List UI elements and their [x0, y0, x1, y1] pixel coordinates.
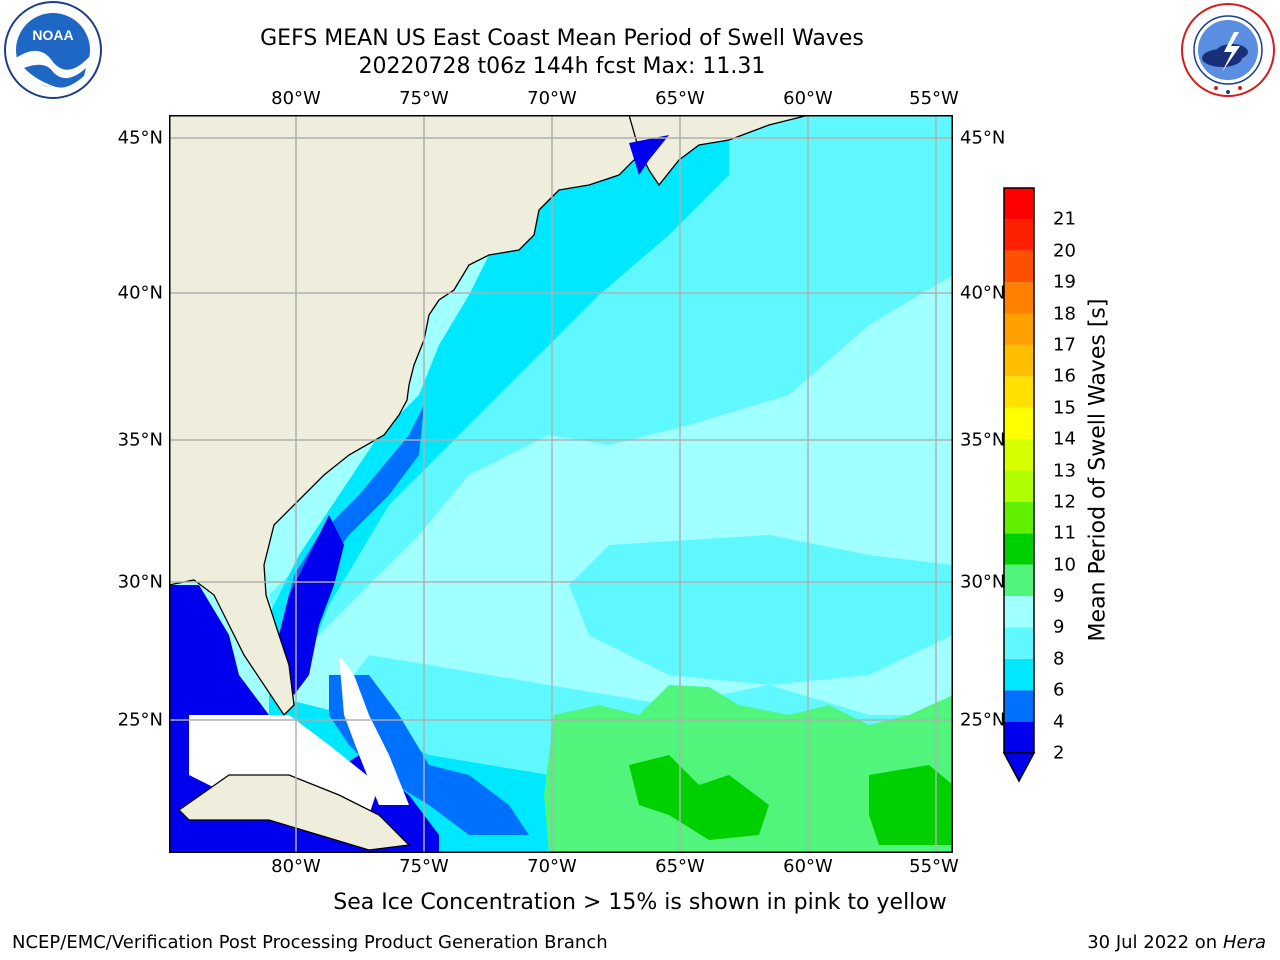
colorbar-cell: [1004, 250, 1034, 283]
colorbar-cells: [1004, 188, 1034, 753]
field-6-8s-north: [269, 115, 953, 675]
colorbar-cell: [1004, 596, 1034, 628]
lat-label-left: 45°N: [117, 127, 163, 149]
map-border: [169, 115, 953, 853]
colorbar-tick-label: 10: [1053, 554, 1076, 576]
lon-label-bottom: 65°W: [655, 856, 705, 877]
colorbar-tick-label: 19: [1053, 271, 1076, 293]
chart-subtitle: 20220728 t06z 144h fcst Max: 11.31: [358, 54, 766, 79]
colorbar-cell: [1004, 501, 1034, 534]
land-north-america: [169, 115, 671, 717]
lat-label-right: 25°N: [960, 709, 1006, 731]
colorbar-extend-arrow: [1002, 752, 1036, 783]
field-0-2s-fundy: [629, 135, 669, 175]
noaa-logo: NOAA: [4, 1, 102, 99]
colorbar-tick-label: 2: [1053, 742, 1065, 764]
footer-date-text: 30 Jul 2022 on: [1087, 932, 1223, 953]
field-6-8s-mid: [569, 535, 953, 685]
colorbar-tick-label: 4: [1053, 711, 1065, 733]
colorbar-cell: [1004, 658, 1034, 691]
colorbar-cell: [1004, 219, 1034, 251]
colorbar-tick-label: 18: [1053, 303, 1076, 325]
colorbar-cell: [1004, 721, 1034, 753]
colorbar-cell: [1004, 313, 1034, 345]
lon-label-top: 60°W: [783, 88, 833, 109]
lat-label-left: 25°N: [117, 709, 163, 731]
lon-label-top: 65°W: [655, 88, 705, 109]
colorbar-tick-label: 21: [1053, 208, 1076, 230]
colorbar-border: [1003, 187, 1035, 754]
chart-title: GEFS MEAN US East Coast Mean Period of S…: [260, 26, 864, 51]
colorbar-tick-label: 13: [1053, 460, 1076, 481]
colorbar-cell: [1004, 439, 1034, 471]
lon-label-bottom: 75°W: [399, 856, 449, 877]
lon-label-top: 80°W: [271, 88, 321, 109]
field-2-4s-bahamas: [329, 675, 529, 835]
lon-label-bottom: 80°W: [271, 856, 321, 877]
field-4-6s-coast: [269, 115, 729, 675]
field-10-11s-b: [869, 765, 953, 845]
colorbar-tick-label: 12: [1053, 491, 1076, 513]
lat-label-left: 35°N: [117, 429, 163, 451]
colorbar-cell: [1004, 282, 1034, 314]
colorbar-cell: [1004, 376, 1034, 408]
colorbar-cell: [1004, 533, 1034, 565]
lat-label-left: 40°N: [117, 282, 163, 304]
colorbar-tick-label: 14: [1053, 428, 1076, 450]
lon-label-top: 70°W: [527, 88, 577, 109]
lon-label-top: 75°W: [399, 88, 449, 109]
graticule: [169, 115, 953, 853]
colorbar-tick-label: 8: [1053, 648, 1065, 670]
colorbar-cell: [1004, 470, 1034, 502]
colorbar-cell: [1004, 627, 1034, 659]
colorbar-tick-label: 6: [1053, 679, 1065, 701]
colorbar-cell: [1004, 407, 1034, 440]
colorbar-cell: [1004, 690, 1034, 722]
colorbar-tick-label: 9: [1053, 616, 1065, 638]
noaa-logo-text: NOAA: [32, 27, 73, 43]
lon-label-bottom: 60°W: [783, 856, 833, 877]
colorbar-tick-label: 15: [1053, 397, 1076, 419]
footer-date: 30 Jul 2022 on Hera: [1087, 932, 1266, 953]
colorbar-tick-label: 20: [1053, 240, 1076, 262]
colorbar-tick-label: 9: [1053, 585, 1065, 607]
lat-label-right: 40°N: [960, 282, 1006, 304]
field-9-10s-se: [544, 685, 953, 853]
colorbar: [1002, 187, 1036, 783]
colorbar-tick-label: 11: [1053, 522, 1076, 544]
colorbar-cell: [1004, 188, 1034, 220]
land-cuba: [177, 774, 411, 851]
field-missing-bahamas: [339, 655, 409, 805]
lat-label-right: 30°N: [960, 571, 1006, 593]
lat-label-left: 30°N: [117, 571, 163, 593]
footer-host: Hera: [1222, 932, 1266, 953]
lon-label-top: 55°W: [909, 88, 959, 109]
colorbar-cell: [1004, 564, 1034, 597]
field-10-11s-a: [629, 755, 769, 840]
sea-ice-note: Sea Ice Concentration > 15% is shown in …: [333, 890, 947, 915]
swell-period-map: [169, 115, 953, 853]
lat-label-right: 35°N: [960, 429, 1006, 451]
footer-producer: NCEP/EMC/Verification Post Processing Pr…: [12, 932, 608, 953]
lon-label-bottom: 55°W: [909, 856, 959, 877]
colorbar-tick-label: 17: [1053, 334, 1076, 356]
nws-logo: [1181, 3, 1275, 97]
colorbar-title: Mean Period of Swell Waves [s]: [1085, 298, 1111, 642]
field-2-4s-carolina: [279, 405, 424, 675]
colorbar-tick-label: 16: [1053, 365, 1076, 387]
lat-label-right: 45°N: [960, 127, 1006, 149]
lon-label-bottom: 70°W: [527, 856, 577, 877]
colorbar-cell: [1004, 344, 1034, 377]
